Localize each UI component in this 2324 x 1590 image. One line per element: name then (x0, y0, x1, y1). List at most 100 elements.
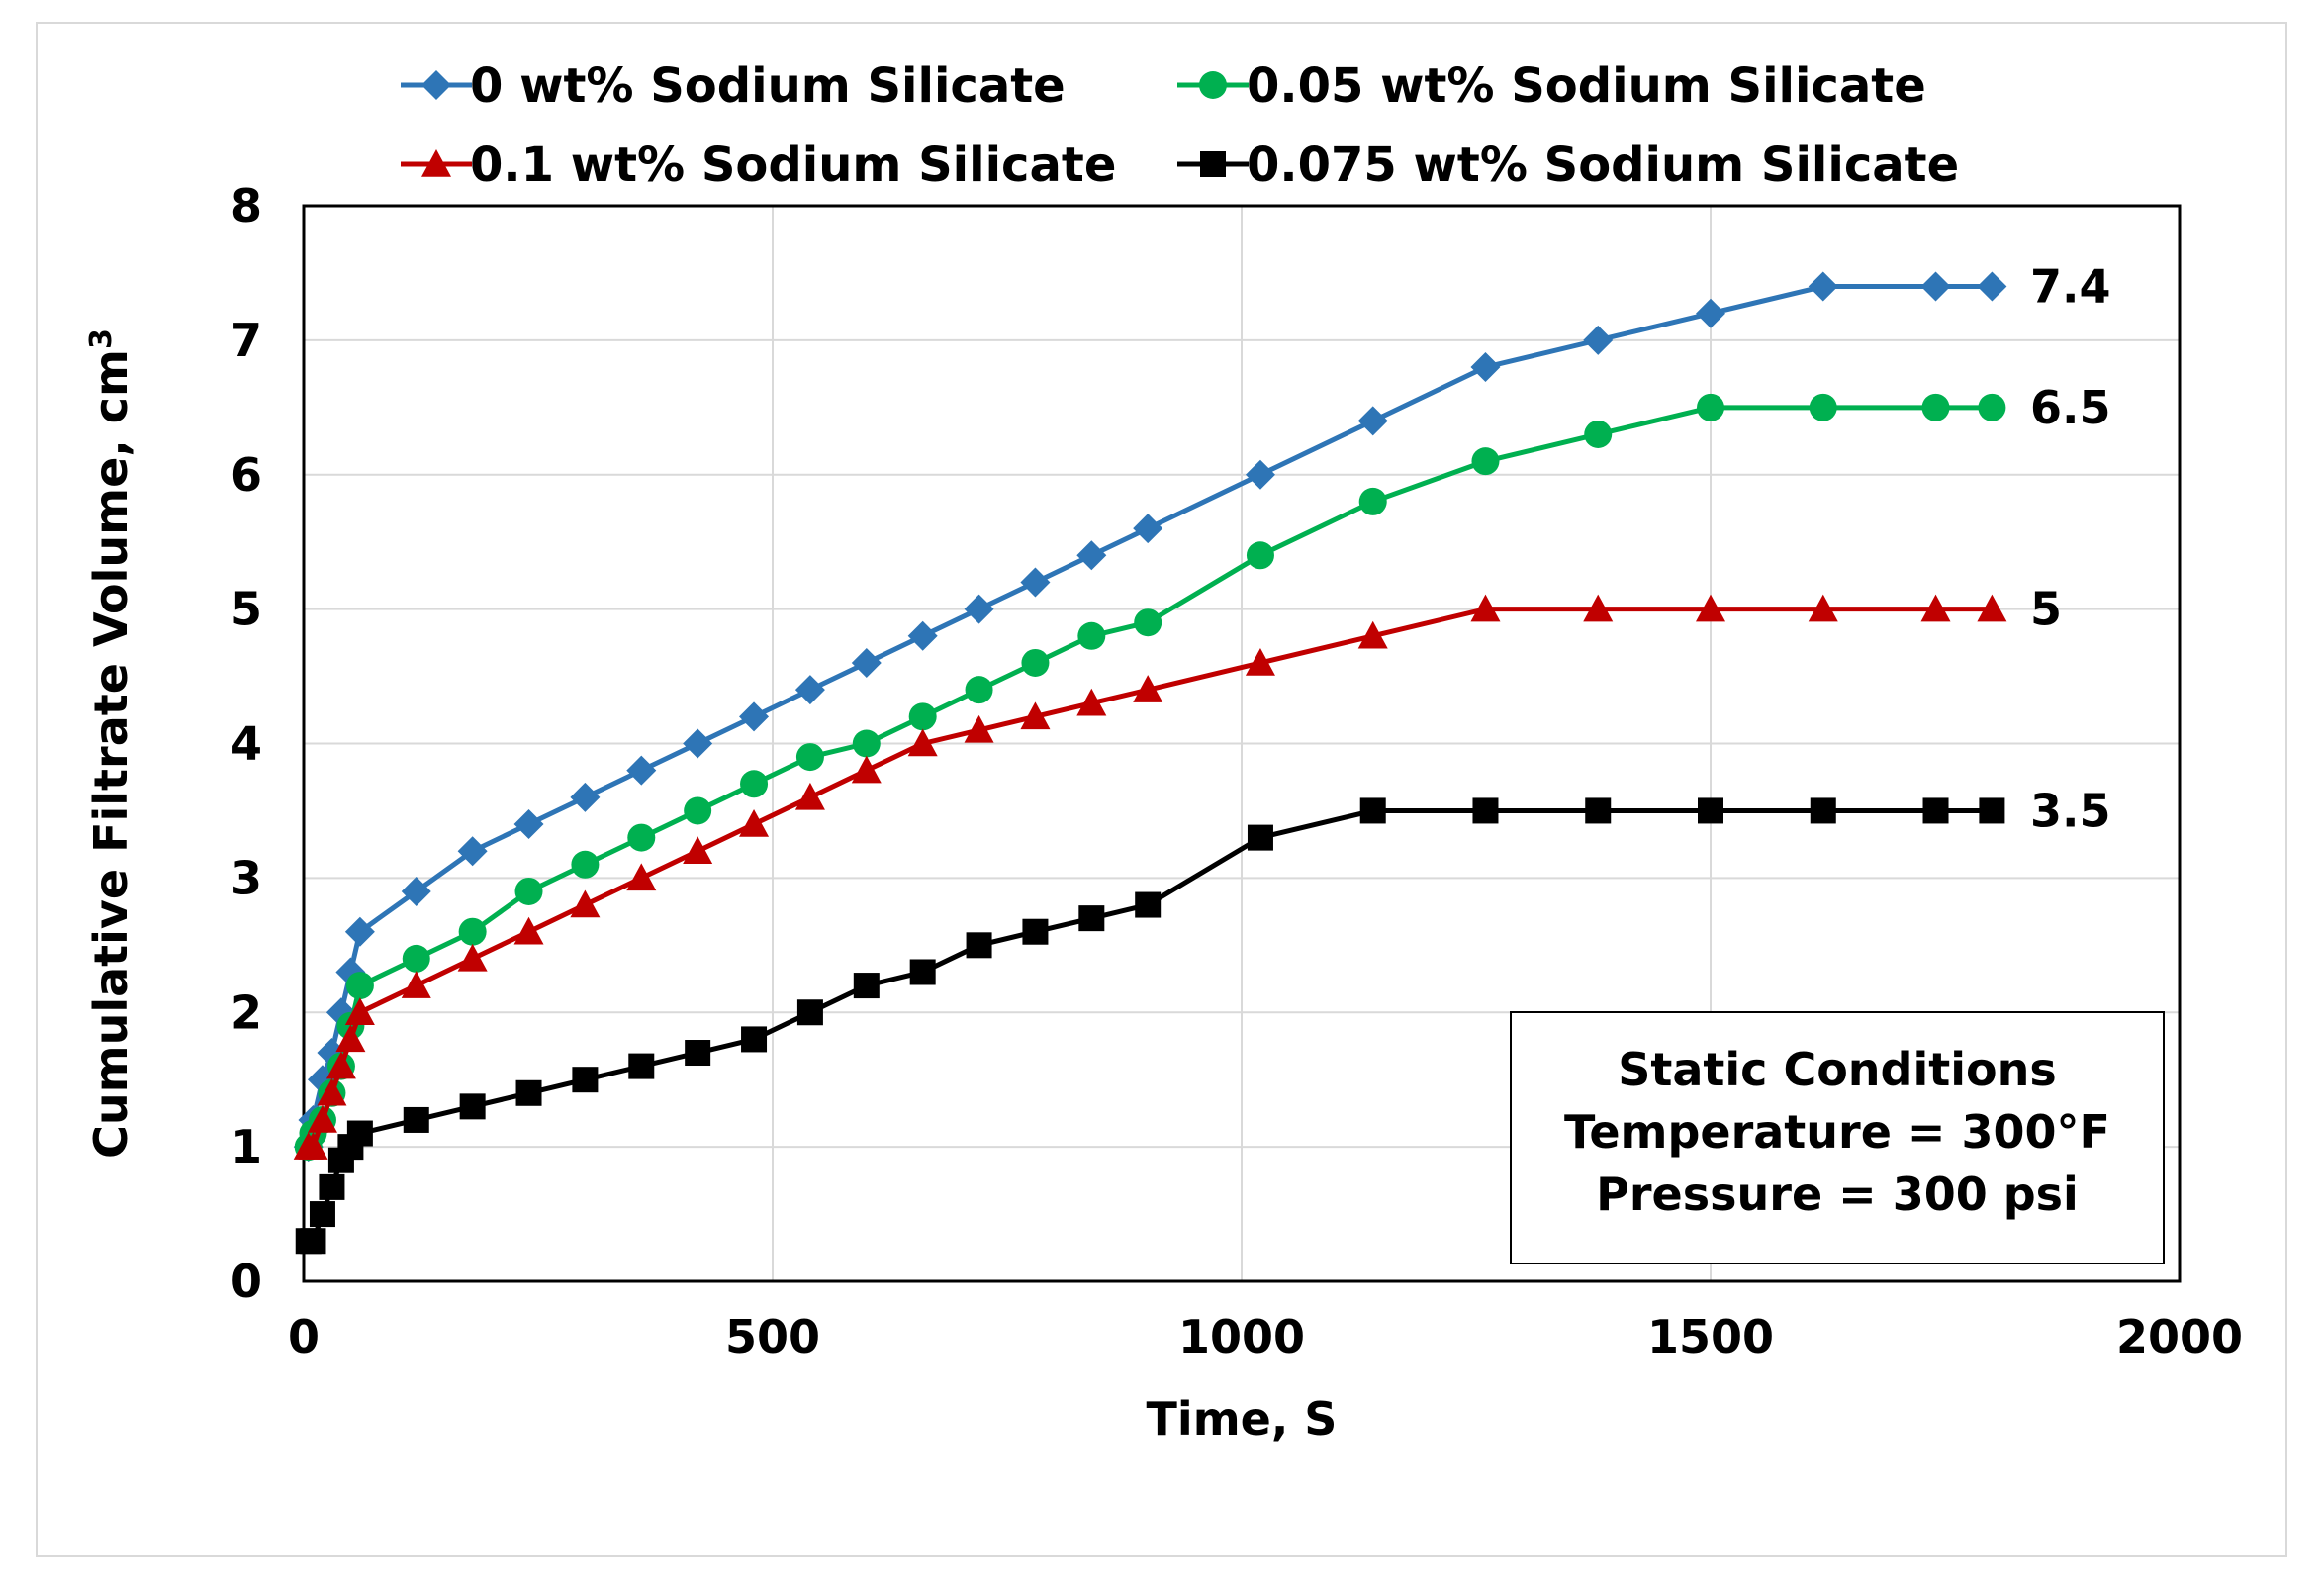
data-point (964, 594, 994, 624)
data-point (1471, 447, 1500, 476)
data-point (401, 876, 431, 906)
data-point (1808, 271, 1838, 302)
data-point (626, 863, 657, 891)
y-tick-label: 1 (231, 1120, 262, 1173)
data-point (513, 809, 544, 840)
series-square (295, 797, 2005, 1255)
series-layer (293, 271, 2007, 1255)
conditions-annotation: Static Conditions Temperature = 300°F Pr… (1510, 1011, 2165, 1264)
data-point (1920, 594, 1951, 622)
x-axis-ticks: 0 500 1000 1500 2000 (288, 1310, 2243, 1363)
y-tick-label: 8 (231, 179, 262, 233)
data-point (401, 971, 431, 998)
data-point (1134, 608, 1162, 637)
y-tick-label: 4 (231, 717, 262, 771)
data-point (307, 1104, 337, 1133)
data-point (1470, 352, 1501, 383)
legend-entry: 0 wt% Sodium Silicate (401, 58, 1066, 114)
data-point (1245, 647, 1275, 676)
data-point (1133, 514, 1163, 544)
data-point (457, 836, 488, 867)
data-point (794, 675, 825, 705)
data-point (1021, 648, 1050, 677)
legend-swatch-marker (421, 70, 451, 100)
data-point (1920, 271, 1951, 302)
data-point (628, 1053, 655, 1079)
data-point (1698, 797, 1723, 824)
data-point (1135, 891, 1162, 918)
data-point (626, 755, 657, 786)
plot-area-border (302, 204, 2182, 1283)
chart-frame (36, 22, 2287, 1557)
data-point (794, 782, 825, 810)
data-point (457, 943, 488, 972)
data-point (1921, 393, 1950, 421)
conditions-box (1510, 1011, 2165, 1264)
data-point (1020, 567, 1051, 598)
data-point (739, 809, 770, 837)
y-tick-label: 5 (231, 583, 262, 636)
data-point (1078, 905, 1105, 932)
data-point (907, 728, 938, 757)
data-point (684, 796, 712, 825)
data-point (1359, 797, 1386, 824)
legend: 0 wt% Sodium Silicate 0.05 wt% Sodium Sil… (401, 58, 1959, 193)
data-point (1808, 594, 1838, 622)
legend-swatch-marker (1199, 71, 1227, 99)
data-point (964, 714, 994, 743)
data-point (851, 755, 882, 784)
data-point (402, 944, 430, 973)
data-point (1133, 675, 1163, 702)
y-tick-label: 0 (231, 1255, 262, 1308)
data-point (346, 1120, 373, 1147)
data-point (513, 916, 544, 945)
data-point (852, 729, 881, 758)
data-point (1697, 393, 1724, 421)
y-axis-title-superscript: 3 (84, 328, 119, 349)
data-point (325, 1051, 356, 1079)
data-point (1358, 487, 1387, 515)
data-point (739, 701, 770, 732)
x-tick-label: 2000 (2116, 1310, 2243, 1363)
data-point (965, 676, 993, 704)
data-point (1977, 594, 2007, 622)
data-point (1584, 420, 1613, 448)
data-point (570, 782, 601, 812)
y-axis-ticks: 0 1 2 3 4 5 6 7 8 (231, 179, 262, 1308)
y-tick-label: 7 (231, 314, 262, 367)
data-point (1470, 594, 1501, 622)
y-axis-title: Cumulative Filtrate Volume, cm3 (84, 328, 138, 1159)
data-point (1696, 594, 1725, 622)
data-point (514, 877, 543, 905)
legend-label: 0.1 wt% Sodium Silicate (470, 138, 1116, 193)
data-point (1583, 594, 1614, 622)
data-point (1076, 688, 1107, 716)
data-point (317, 1077, 347, 1106)
data-point (1472, 797, 1499, 824)
data-point (1809, 393, 1837, 421)
legend-label: 0 wt% Sodium Silicate (470, 58, 1066, 114)
data-point (1077, 621, 1106, 650)
series-end-label: 6.5 (2030, 381, 2111, 434)
y-tick-label: 6 (231, 448, 262, 502)
data-point (1245, 459, 1275, 490)
x-axis-title: Time, S (1147, 1392, 1338, 1446)
legend-entry: 0.075 wt% Sodium Silicate (1177, 138, 1959, 193)
x-tick-label: 1000 (1178, 1310, 1305, 1363)
legend-swatch-marker (421, 149, 451, 177)
data-point (683, 728, 713, 759)
conditions-line-1: Static Conditions (1618, 1043, 2057, 1096)
legend-entry: 0.1 wt% Sodium Silicate (401, 138, 1116, 193)
data-point (1076, 540, 1107, 571)
series-end-label: 7.4 (2030, 260, 2111, 314)
legend-label: 0.075 wt% Sodium Silicate (1247, 138, 1959, 193)
data-point (908, 702, 937, 731)
data-point (853, 973, 880, 999)
y-axis-title-text: Cumulative Filtrate Volume, cm (84, 349, 138, 1159)
series-end-label: 3.5 (2030, 784, 2111, 837)
data-point (1020, 701, 1051, 730)
y-tick-label: 2 (231, 985, 262, 1039)
data-point (1979, 797, 2005, 824)
data-point (1922, 797, 1949, 824)
